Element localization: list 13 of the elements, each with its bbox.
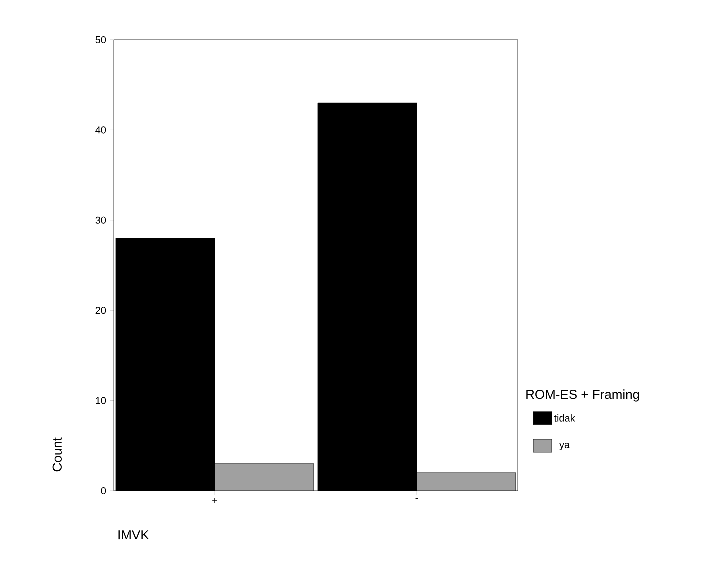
x-tick-label: + [212, 498, 218, 504]
y-tick-label: 30 [96, 216, 106, 224]
legend-title: ROM-ES + Framing [526, 390, 640, 402]
y-tick-label: 50 [96, 36, 106, 44]
y-tick-label: 10 [96, 397, 106, 404]
y-tick-label: 20 [96, 307, 106, 314]
y-tick-label: 0 [101, 487, 106, 495]
y-tick-label: 40 [96, 126, 106, 134]
x-tick-label: - [416, 498, 418, 500]
x-axis-title: IMVK [118, 530, 150, 540]
legend-label: tidak [554, 414, 576, 422]
y-axis-title: Count [52, 438, 62, 472]
legend-label: ya [560, 443, 570, 451]
